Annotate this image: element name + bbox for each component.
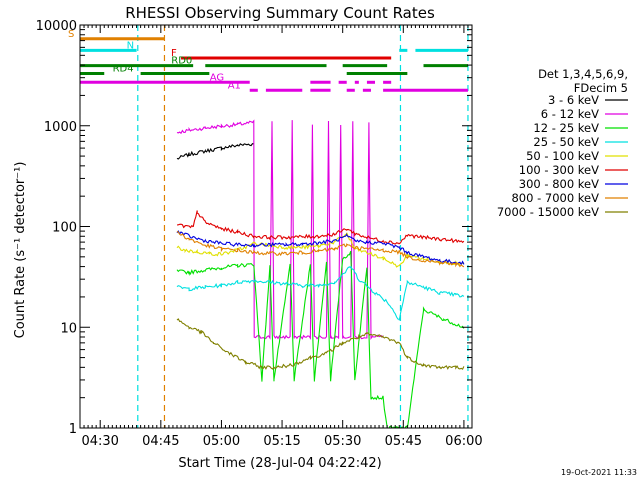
series-line [176, 230, 465, 266]
state-bar-label: RD0 [171, 56, 192, 67]
state-bar-label: RD4 [113, 64, 134, 75]
x-tick-label: 05:00 [203, 434, 240, 449]
legend-header: Det 1,3,4,5,6,9, [538, 67, 628, 81]
y-axis-label: Count Rate (s⁻¹ detector⁻¹) [13, 162, 28, 339]
timestamp: 19-Oct-2021 11:33 [561, 468, 637, 477]
legend-entry: 300 - 800 keV [519, 177, 599, 191]
state-bar-label: S [68, 29, 74, 40]
state-bar-label: A1 [228, 80, 241, 91]
y-tick-label: 1 [69, 422, 77, 437]
series-line [176, 119, 384, 341]
legend-entry: 6 - 12 keV [541, 107, 599, 121]
y-tick-label: 100 [52, 221, 77, 236]
series-line [176, 230, 465, 268]
x-tick-label: 05:45 [385, 434, 422, 449]
state-bar-label: AG [210, 72, 224, 83]
series-line [176, 318, 465, 370]
legend-entry: 7000 - 15000 keV [497, 205, 599, 219]
chart-title: RHESSI Observing Summary Count Rates [125, 4, 435, 22]
x-tick-label: 05:15 [263, 434, 300, 449]
x-axis-label: Start Time (28-Jul-04 04:22:42) [178, 456, 381, 471]
legend-entry: 50 - 100 keV [526, 149, 599, 163]
legend-entry: 25 - 50 keV [533, 135, 599, 149]
series-line [176, 210, 465, 245]
series-line [176, 143, 254, 160]
series-line [176, 232, 465, 268]
y-tick-label: 10000 [36, 19, 77, 34]
legend-entry: 800 - 7000 keV [511, 191, 599, 205]
series-line [176, 250, 465, 428]
series-line [176, 266, 465, 321]
x-tick-label: 05:30 [324, 434, 361, 449]
y-tick-label: 10 [60, 321, 77, 336]
state-bar-label: F [171, 48, 177, 59]
state-bar-label: N [127, 40, 134, 51]
x-tick-label: 04:45 [142, 434, 179, 449]
x-tick-label: 04:30 [81, 434, 118, 449]
legend-header: FDecim 5 [574, 81, 628, 95]
y-tick-label: 1000 [44, 120, 77, 135]
legend-entry: 100 - 300 keV [519, 163, 599, 177]
legend-entry: 3 - 6 keV [548, 93, 599, 107]
legend-entry: 12 - 25 keV [533, 121, 599, 135]
x-tick-label: 06:00 [445, 434, 482, 449]
